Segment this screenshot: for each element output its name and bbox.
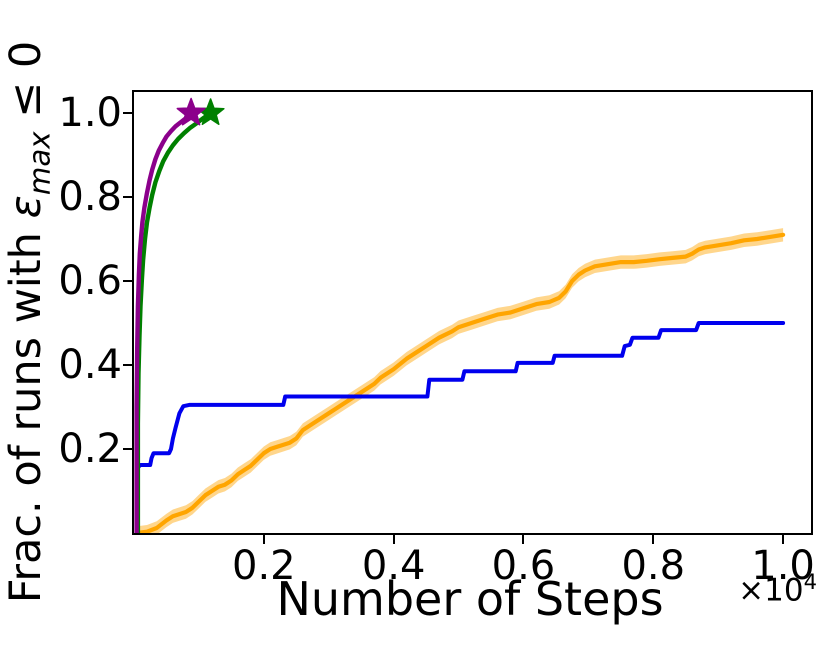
purple-series-line	[134, 110, 194, 533]
y-tick-label: 0.4	[58, 342, 122, 388]
x-tick-label: 0.4	[361, 543, 426, 589]
axis-offset-text: ×104	[738, 570, 817, 607]
y-tick-mark	[123, 280, 132, 282]
plot-area	[132, 90, 813, 535]
x-axis-label: Number of Steps	[276, 572, 664, 626]
y-tick-label: 0.2	[58, 426, 122, 472]
y-tick-mark	[123, 364, 132, 366]
offset-base: ×10	[738, 572, 804, 609]
x-tick-label: 1.0	[751, 543, 815, 589]
blue-series-line	[135, 321, 786, 531]
y-tick-mark	[123, 112, 132, 114]
x-tick-label: 0.8	[621, 543, 686, 589]
y-tick-mark	[123, 196, 132, 198]
y-tick-label: 0.6	[58, 258, 122, 304]
x-tick-label: 0.6	[491, 543, 556, 589]
orange-confidence-band	[137, 228, 784, 533]
x-tick-mark	[262, 535, 265, 544]
offset-exponent: 4	[803, 569, 817, 594]
y-tick-label: 1.0	[58, 90, 122, 136]
x-tick-label: 0.2	[232, 543, 296, 589]
orange-series-line	[135, 232, 786, 533]
y-tick-label: 0.8	[58, 174, 122, 220]
y-tick-mark	[123, 448, 132, 450]
green-series-line	[135, 110, 213, 533]
purple-star-marker	[176, 97, 206, 126]
x-tick-mark	[782, 535, 785, 544]
x-tick-mark	[522, 535, 525, 544]
x-tick-mark	[652, 535, 655, 544]
x-tick-mark	[392, 535, 395, 544]
plot-svg	[134, 97, 786, 533]
